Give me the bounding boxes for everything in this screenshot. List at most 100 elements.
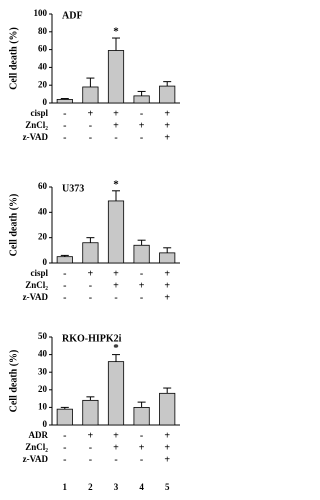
lane-label: 1 xyxy=(63,482,68,492)
bar xyxy=(159,85,176,104)
condition-sign: - xyxy=(63,120,66,131)
condition-sign: + xyxy=(113,280,119,291)
condition-sign: + xyxy=(139,120,145,131)
lane-label: 3 xyxy=(114,482,119,492)
lane-label: 4 xyxy=(139,482,144,492)
condition-sign: - xyxy=(89,280,92,291)
condition-sign: + xyxy=(164,132,170,143)
condition-name: z-VAD xyxy=(23,454,49,464)
condition-sign: - xyxy=(114,132,117,143)
bar xyxy=(133,406,150,426)
condition-name: ZnCl₂ xyxy=(25,442,48,452)
chart-title: U373 xyxy=(62,183,84,194)
bar xyxy=(56,408,73,426)
bar xyxy=(82,242,99,264)
condition-sign: + xyxy=(88,268,94,279)
condition-name: z-VAD xyxy=(23,292,49,302)
condition-sign: - xyxy=(63,454,66,465)
y-tick-label: 20 xyxy=(38,232,48,242)
y-axis-label: Cell death (%) xyxy=(8,27,19,90)
condition-sign: - xyxy=(114,454,117,465)
y-tick-label: 80 xyxy=(38,26,48,36)
y-tick-label: 100 xyxy=(34,8,48,18)
condition-sign: + xyxy=(113,120,119,131)
y-tick-label: 60 xyxy=(38,181,48,191)
condition-sign: - xyxy=(63,430,66,441)
condition-sign: - xyxy=(140,132,143,143)
bar xyxy=(82,86,99,104)
condition-sign: + xyxy=(164,108,170,119)
condition-sign: - xyxy=(63,268,66,279)
y-tick-label: 40 xyxy=(38,349,48,359)
bar xyxy=(82,399,99,426)
y-tick-label: 30 xyxy=(38,366,48,376)
bar xyxy=(159,252,176,264)
condition-sign: - xyxy=(89,442,92,453)
y-tick-label: 50 xyxy=(38,331,48,341)
condition-sign: - xyxy=(89,454,92,465)
condition-sign: + xyxy=(164,280,170,291)
y-tick-label: 0 xyxy=(43,257,48,267)
condition-sign: - xyxy=(63,292,66,303)
bar xyxy=(56,256,73,264)
condition-sign: - xyxy=(114,292,117,303)
condition-sign: + xyxy=(113,268,119,279)
significance-label: * xyxy=(113,178,119,190)
condition-sign: + xyxy=(164,292,170,303)
bar xyxy=(133,244,150,264)
y-tick-label: 0 xyxy=(43,97,48,107)
condition-sign: - xyxy=(140,268,143,279)
condition-sign: - xyxy=(63,132,66,143)
condition-sign: + xyxy=(113,430,119,441)
y-tick-label: 40 xyxy=(38,61,48,71)
condition-sign: + xyxy=(164,454,170,465)
y-axis-label: Cell death (%) xyxy=(8,350,19,413)
y-tick-label: 0 xyxy=(43,419,48,429)
condition-name: cispl xyxy=(30,268,48,278)
y-tick-label: 60 xyxy=(38,44,48,54)
condition-name: ADR xyxy=(29,430,49,440)
condition-sign: - xyxy=(89,120,92,131)
condition-sign: + xyxy=(164,430,170,441)
condition-sign: - xyxy=(89,132,92,143)
condition-sign: + xyxy=(113,442,119,453)
condition-sign: - xyxy=(63,442,66,453)
y-tick-label: 10 xyxy=(38,401,48,411)
bar xyxy=(133,95,150,104)
condition-sign: - xyxy=(63,108,66,119)
significance-label: * xyxy=(113,26,119,38)
y-axis-label: Cell death (%) xyxy=(8,194,19,257)
condition-sign: + xyxy=(164,268,170,279)
chart-title: RKO-HIPK2i xyxy=(62,333,122,344)
condition-sign: - xyxy=(140,454,143,465)
condition-name: cispl xyxy=(30,108,48,118)
condition-sign: - xyxy=(63,280,66,291)
condition-sign: + xyxy=(88,108,94,119)
bar xyxy=(107,50,125,104)
condition-name: ZnCl₂ xyxy=(25,280,48,290)
y-tick-label: 40 xyxy=(38,206,48,216)
significance-label: * xyxy=(113,342,119,354)
condition-sign: + xyxy=(139,442,145,453)
y-tick-label: 20 xyxy=(38,384,48,394)
condition-sign: - xyxy=(140,292,143,303)
bar xyxy=(159,392,176,426)
lane-label: 2 xyxy=(88,482,93,492)
condition-sign: + xyxy=(88,430,94,441)
condition-sign: - xyxy=(140,430,143,441)
condition-sign: + xyxy=(164,442,170,453)
chart-title: ADF xyxy=(62,10,83,21)
bar xyxy=(107,361,125,426)
condition-sign: - xyxy=(140,108,143,119)
bar xyxy=(107,200,125,264)
condition-sign: + xyxy=(113,108,119,119)
condition-sign: + xyxy=(164,120,170,131)
condition-name: z-VAD xyxy=(23,132,49,142)
condition-sign: - xyxy=(89,292,92,303)
condition-name: ZnCl₂ xyxy=(25,120,48,130)
condition-sign: + xyxy=(139,280,145,291)
lane-label: 5 xyxy=(165,482,170,492)
bar xyxy=(56,99,73,104)
y-tick-label: 20 xyxy=(38,79,48,89)
